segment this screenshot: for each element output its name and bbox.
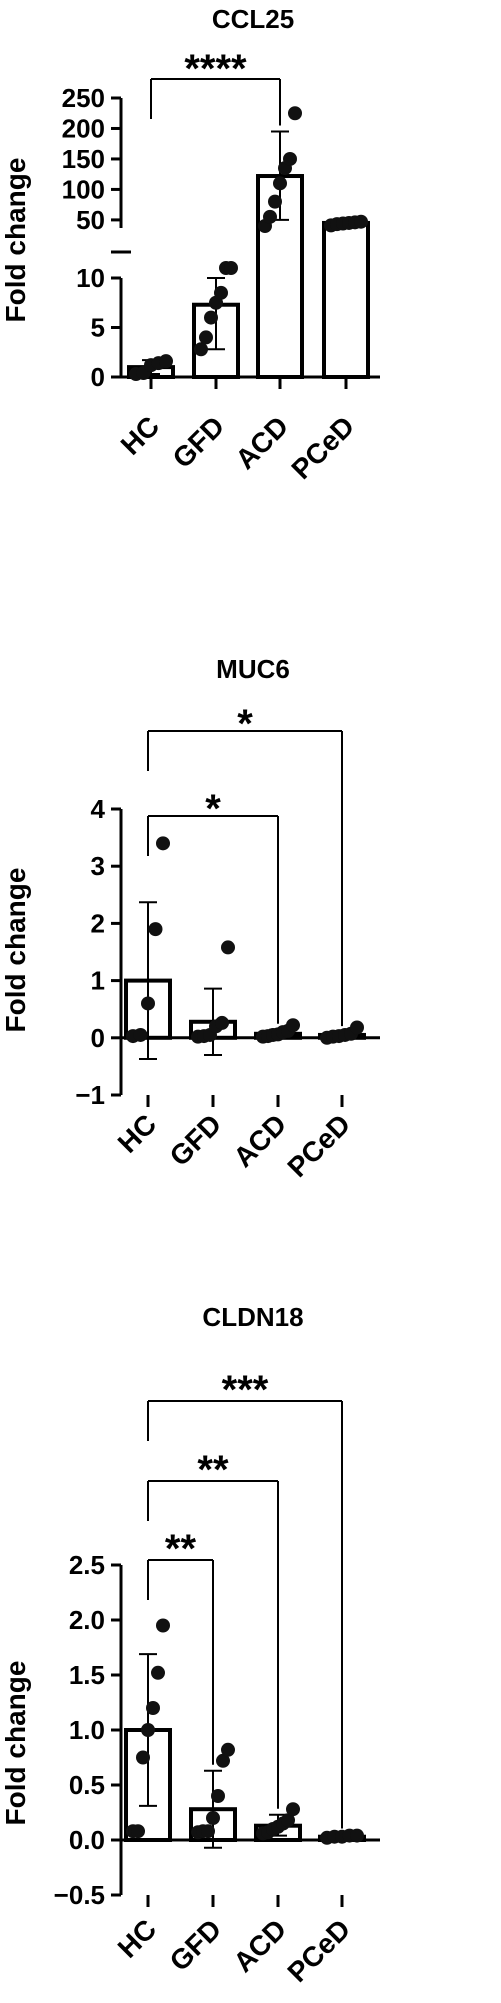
x-tick-label: PCeD <box>285 410 360 485</box>
y-tick-label: 1.5 <box>69 1660 105 1690</box>
y-axis-label: Fold change <box>0 1661 31 1826</box>
data-point-acd <box>281 1813 295 1828</box>
data-point-hc <box>141 996 155 1011</box>
y-tick-label: 0.0 <box>69 1825 105 1855</box>
data-point-hc <box>159 354 173 369</box>
x-tick-label: GFD <box>164 1913 228 1977</box>
data-point-gfd <box>201 1824 215 1839</box>
x-tick-label: HC <box>112 1108 163 1159</box>
y-tick-label: 2 <box>91 908 105 938</box>
x-tick-label: PCeD <box>281 1108 356 1183</box>
data-point-hc <box>146 1701 160 1715</box>
significance-label: ** <box>165 1527 197 1571</box>
data-point-gfd <box>216 1753 230 1768</box>
y-tick-label: 100 <box>62 174 105 204</box>
y-tick-label: 5 <box>91 313 105 343</box>
y-tick-label: 150 <box>62 144 105 174</box>
data-point-gfd <box>221 1742 235 1757</box>
data-point-pced <box>354 214 368 229</box>
data-point-acd <box>263 209 277 224</box>
data-point-pced <box>350 1828 364 1843</box>
data-point-gfd <box>206 1811 220 1825</box>
x-tick-label: HC <box>112 1913 163 1964</box>
x-tick-label: HC <box>115 410 166 461</box>
data-point-acd <box>273 176 287 191</box>
data-point-gfd <box>194 342 208 357</box>
data-point-pced <box>350 1020 364 1035</box>
data-point-gfd <box>224 261 238 275</box>
y-tick-label: 250 <box>62 83 105 113</box>
y-tick-label: 0.5 <box>69 1770 105 1800</box>
x-tick-label: ACD <box>229 410 294 475</box>
x-tick-label: PCeD <box>281 1913 356 1988</box>
data-point-gfd <box>215 1015 229 1030</box>
y-tick-label: 50 <box>76 205 105 235</box>
y-tick-label: 3 <box>91 851 105 881</box>
data-point-hc <box>156 836 170 851</box>
y-tick-label: 0 <box>91 1023 105 1053</box>
chart-title: CLDN18 <box>202 1302 303 1332</box>
data-point-gfd <box>199 330 213 345</box>
data-point-hc <box>156 1618 170 1633</box>
y-tick-label: 4 <box>91 794 106 824</box>
data-point-hc <box>141 1723 155 1737</box>
data-point-acd <box>288 106 302 121</box>
data-point-gfd <box>204 310 218 325</box>
data-point-gfd <box>221 940 235 955</box>
data-point-acd <box>283 151 297 166</box>
y-tick-label: −1 <box>75 1080 105 1110</box>
x-tick-label: GFD <box>164 1108 228 1172</box>
chart-title: MUC6 <box>216 654 290 684</box>
data-point-hc <box>136 1750 150 1765</box>
x-tick-label: GFD <box>167 410 231 474</box>
data-point-hc <box>151 1665 165 1680</box>
y-tick-label: 1.0 <box>69 1715 105 1745</box>
data-point-hc <box>148 922 163 937</box>
data-point-acd <box>286 1018 300 1033</box>
data-point-acd <box>286 1802 300 1817</box>
data-point-hc <box>133 1027 148 1042</box>
y-tick-label: 2.0 <box>69 1605 105 1635</box>
data-point-gfd <box>214 285 228 300</box>
significance-label: * <box>237 702 253 746</box>
y-axis-label: Fold change <box>0 868 31 1033</box>
y-tick-label: −0.5 <box>54 1880 105 1910</box>
data-point-acd <box>268 194 282 209</box>
y-tick-label: 0 <box>91 362 105 392</box>
chart-title: CCL25 <box>212 4 294 34</box>
y-tick-label: 10 <box>76 263 105 293</box>
data-point-hc <box>131 1824 145 1839</box>
significance-label: ** <box>197 1448 229 1492</box>
y-tick-label: 200 <box>62 113 105 143</box>
significance-label: **** <box>184 47 247 91</box>
data-point-gfd <box>211 1789 225 1803</box>
y-tick-label: 1 <box>91 966 105 996</box>
y-tick-label: 2.5 <box>69 1550 105 1580</box>
bar-pced <box>322 220 370 379</box>
significance-label: * <box>205 787 221 831</box>
significance-label: *** <box>222 1368 269 1412</box>
y-axis-label: Fold change <box>0 158 31 323</box>
